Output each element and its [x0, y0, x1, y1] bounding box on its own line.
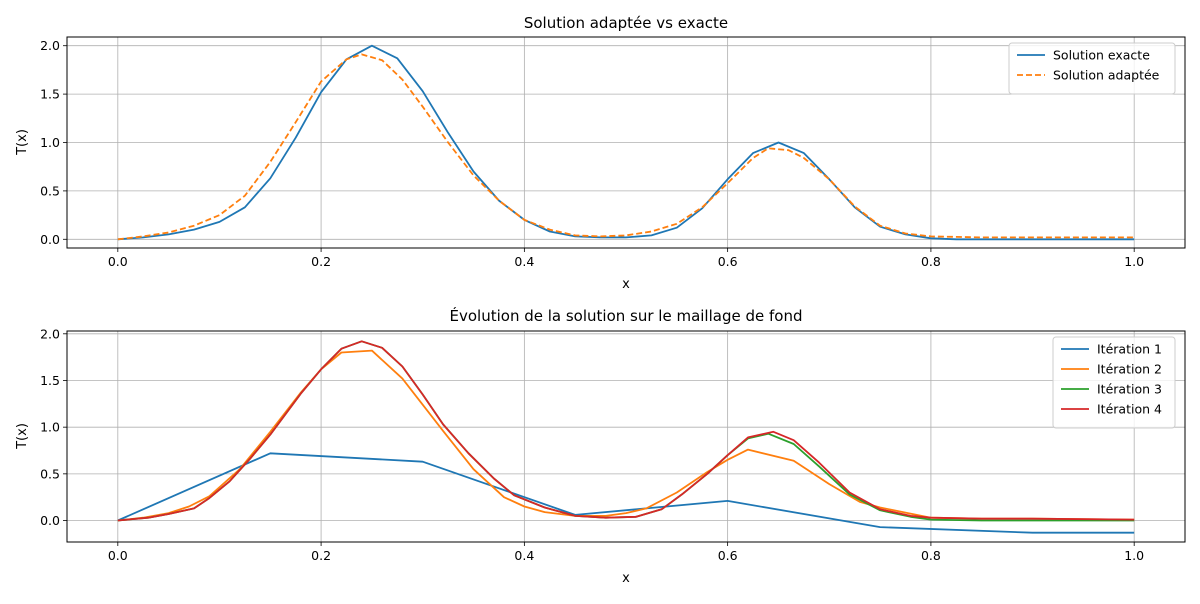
series-line-2	[117, 53, 1135, 241]
x-tick-label: 0.8	[921, 548, 941, 563]
chart-solution-adaptee: Solution adaptée vs exacte 0.0 0.2 0.4 0.6 0…	[15, 14, 1186, 292]
chart-title: Évolution de la solution sur le maillage…	[450, 306, 803, 325]
x-tick-label: 0.4	[514, 548, 534, 563]
x-tick-label: 1.0	[1124, 548, 1144, 563]
y-axis-ticks: 0.0 0.5 1.0 1.5 2.0	[40, 38, 67, 247]
x-tick-label: 0.8	[921, 254, 941, 269]
legend: Solution exacte Solution adaptée	[1008, 42, 1176, 95]
x-axis-label: x	[622, 277, 630, 292]
x-tick-label: 1.0	[1124, 254, 1144, 269]
legend-box	[1008, 42, 1176, 95]
series-group	[117, 44, 1135, 241]
x-tick-label: 0.2	[311, 548, 331, 563]
x-tick-label: 0.0	[108, 254, 128, 269]
legend-label: Itération 2	[1097, 362, 1162, 377]
y-tick-label: 1.5	[40, 87, 60, 102]
y-tick-label: 2.0	[40, 326, 60, 341]
series-line-2	[117, 349, 1135, 522]
y-tick-label: 0.5	[40, 183, 60, 198]
x-tick-label: 0.2	[311, 254, 331, 269]
x-axis-label: x	[622, 571, 630, 586]
plot-frame	[66, 330, 1186, 543]
legend-label: Itération 3	[1097, 382, 1162, 397]
y-tick-label: 1.5	[40, 373, 60, 388]
legend-label: Itération 4	[1097, 402, 1162, 417]
series-line-1	[117, 452, 1135, 534]
x-axis-ticks: 0.0 0.2 0.4 0.6 0.8 1.0	[108, 542, 1144, 563]
series-line-4	[117, 340, 1135, 522]
y-axis-ticks: 0.0 0.5 1.0 1.5 2.0	[40, 326, 67, 528]
y-tick-label: 0.0	[40, 232, 60, 247]
y-axis-label: T(x)	[15, 423, 30, 450]
y-tick-label: 0.5	[40, 466, 60, 481]
chart-title: Solution adaptée vs exacte	[524, 14, 728, 32]
chart-evolution-maillage: Évolution de la solution sur le maillage…	[15, 306, 1186, 586]
y-axis-label: T(x)	[15, 129, 30, 156]
y-tick-label: 0.0	[40, 513, 60, 528]
x-axis-ticks: 0.0 0.2 0.4 0.6 0.8 1.0	[108, 248, 1144, 269]
y-tick-label: 1.0	[40, 420, 60, 435]
legend: Itération 1 Itération 2 Itération 3 Itérati…	[1052, 336, 1176, 429]
y-tick-label: 1.0	[40, 135, 60, 150]
grid-lines	[67, 37, 1185, 248]
legend-box	[1052, 336, 1176, 429]
x-tick-label: 0.0	[108, 548, 128, 563]
x-tick-label: 0.6	[718, 254, 738, 269]
legend-label: Solution adaptée	[1053, 68, 1160, 83]
y-tick-label: 2.0	[40, 38, 60, 53]
x-tick-label: 0.4	[514, 254, 534, 269]
series-group	[117, 340, 1135, 534]
legend-label: Solution exacte	[1053, 48, 1150, 63]
x-tick-label: 0.6	[718, 548, 738, 563]
legend-label: Itération 1	[1097, 342, 1162, 357]
series-line-1	[117, 44, 1135, 241]
